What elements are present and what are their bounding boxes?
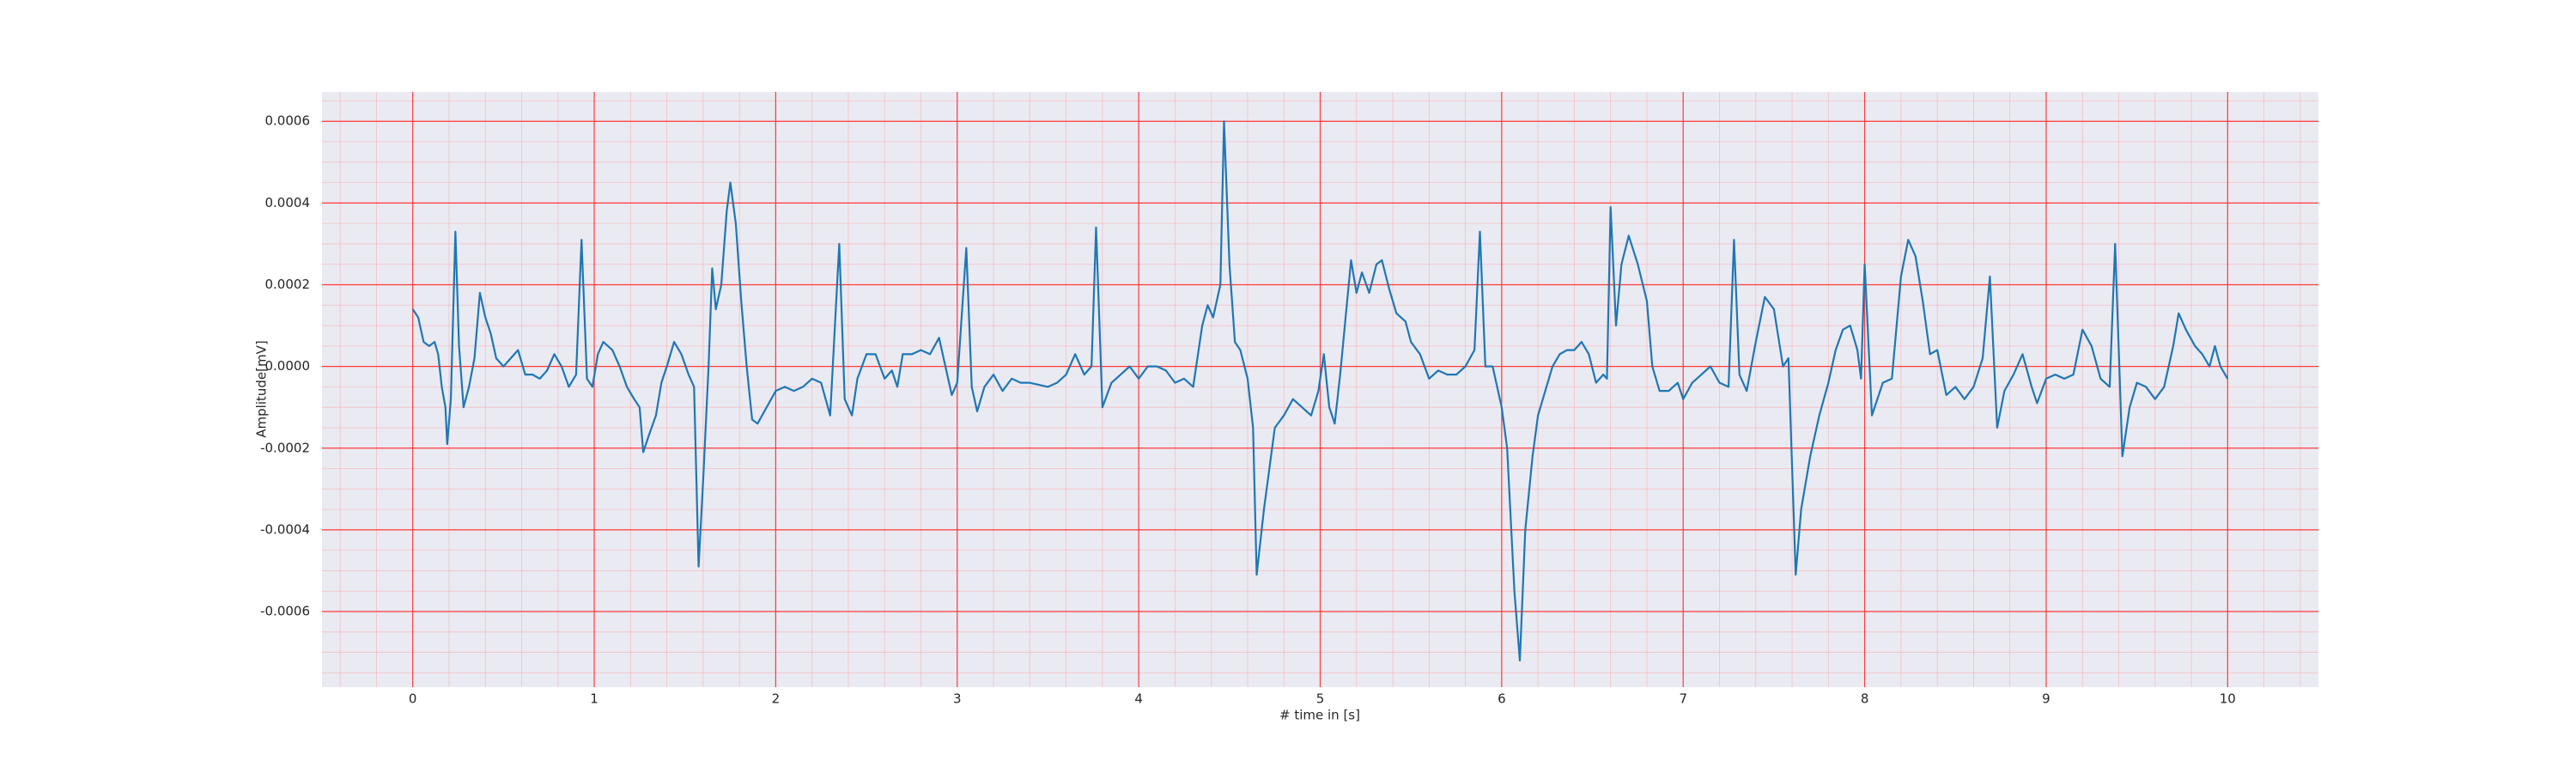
- x-tick-label: 3: [953, 691, 962, 707]
- y-tick-label: 0.0000: [265, 358, 311, 374]
- x-tick-label: 2: [772, 691, 781, 707]
- x-tick-label: 10: [2220, 691, 2236, 707]
- x-axis-label: # time in [s]: [1279, 708, 1360, 723]
- y-axis-label: Amplitude[mV]: [254, 340, 270, 437]
- x-tick-label: 5: [1316, 691, 1325, 707]
- y-tick-label: -0.0002: [260, 440, 310, 455]
- x-tick-label: 0: [409, 691, 417, 707]
- x-tick-label: 1: [590, 691, 598, 707]
- y-tick-label: -0.0006: [260, 604, 310, 619]
- x-tick-label: 6: [1498, 691, 1506, 707]
- y-tick-label: 0.0006: [265, 113, 311, 129]
- y-tick-label: 0.0002: [265, 277, 311, 292]
- signal-line: [411, 120, 2229, 662]
- x-tick-label: 8: [1861, 691, 1869, 707]
- y-tick-label: 0.0004: [265, 195, 311, 210]
- x-tick-label: 4: [1134, 691, 1143, 707]
- y-tick-label: -0.0004: [260, 521, 310, 537]
- x-tick-label: 7: [1679, 691, 1687, 707]
- x-tick-label: 9: [2042, 691, 2050, 707]
